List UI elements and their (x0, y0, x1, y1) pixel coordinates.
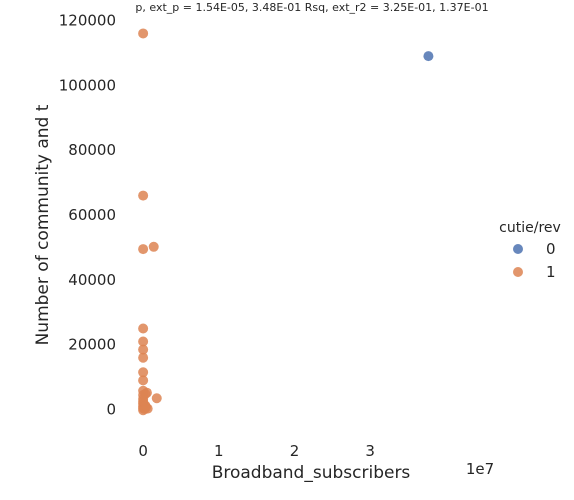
legend-label-1: 1 (546, 263, 556, 281)
data-point-series-1 (151, 393, 162, 404)
y-tick-label: 100000 (59, 76, 116, 94)
x-tick-label: 0 (138, 442, 148, 460)
y-axis-label: Number of community and t (33, 104, 53, 345)
data-point-series-1 (138, 190, 149, 201)
data-point-series-1 (140, 400, 151, 411)
x-tick-label: 3 (365, 442, 375, 460)
y-tick-label: 60000 (68, 206, 116, 224)
y-tick-label: 80000 (68, 141, 116, 159)
y-tick-label: 20000 (68, 336, 116, 354)
legend-marker-1 (513, 267, 523, 277)
x-axis-label: Broadband_subscribers (212, 463, 411, 483)
data-point-series-1 (148, 241, 159, 252)
chart-title: p, ext_p = 1.54E-05, 3.48E-01 Rsq, ext_r… (135, 1, 488, 14)
legend: cutie/rev 0 1 (499, 220, 561, 281)
legend-marker-0 (513, 244, 523, 254)
y-tick-label: 120000 (59, 11, 116, 29)
y-tick-labels: 0 20000 40000 60000 80000 100000 120000 (59, 11, 116, 418)
y-tick-label: 0 (106, 401, 116, 419)
x-tick-labels: 0 1 2 3 (138, 442, 375, 460)
legend-entry-1: 1 (513, 263, 556, 281)
legend-title: cutie/rev (499, 220, 561, 236)
data-point-series-1 (138, 244, 149, 255)
legend-entry-0: 0 (513, 240, 556, 258)
x-tick-label: 1 (214, 442, 224, 460)
y-tick-label: 40000 (68, 271, 116, 289)
data-point-series-1 (138, 323, 149, 334)
data-point-series-1 (138, 352, 149, 363)
x-offset-label: 1e7 (466, 460, 494, 478)
data-point-series-1 (138, 336, 149, 347)
data-points (138, 28, 434, 416)
data-point-series-0 (423, 51, 434, 62)
data-point-series-1 (138, 367, 149, 378)
legend-label-0: 0 (546, 240, 556, 258)
data-point-series-1 (138, 375, 149, 386)
x-tick-label: 2 (290, 442, 300, 460)
data-point-series-1 (138, 344, 149, 355)
data-point-series-1 (138, 28, 149, 39)
